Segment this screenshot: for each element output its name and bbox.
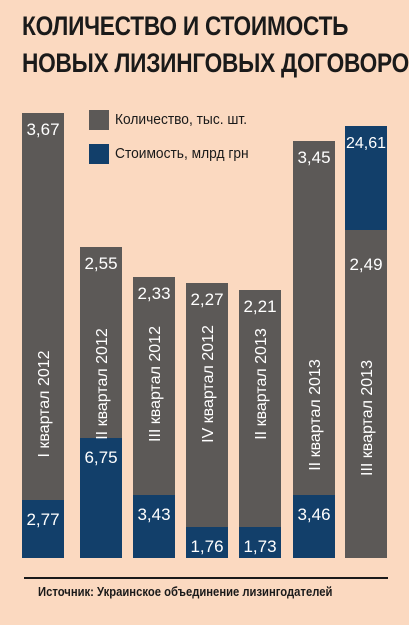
legend-swatch-count <box>89 110 109 130</box>
legend-item-count: Количество, тыс. шт. <box>89 103 256 137</box>
bar-count-5 <box>293 141 335 495</box>
label-value-1: 6,75 <box>84 448 117 467</box>
legend-item-value: Стоимость, млрд грн <box>89 137 256 171</box>
legend-label-count: Количество, тыс. шт. <box>115 112 248 128</box>
label-count-0: 3,67 <box>26 120 59 139</box>
label-count-1: 2,55 <box>84 254 117 273</box>
category-label-6: III квартал 2013 <box>359 360 376 476</box>
bar-value-0 <box>22 500 64 558</box>
label-value-4: 1,73 <box>243 537 276 556</box>
category-label-5: II квартал 2013 <box>307 359 324 471</box>
bar-value-1 <box>80 438 122 558</box>
legend-swatch-value <box>89 144 109 164</box>
label-value-0: 2,77 <box>26 510 59 529</box>
label-count-6: 2,49 <box>349 255 382 274</box>
footer-divider <box>24 577 388 579</box>
bar-count-1 <box>80 247 122 438</box>
source-note: Источник: Украинское объединение лизинго… <box>38 585 333 599</box>
category-label-1: II квартал 2012 <box>94 328 111 440</box>
category-label-0: I квартал 2012 <box>36 350 53 457</box>
label-value-3: 1,76 <box>190 537 223 556</box>
label-count-5: 3,45 <box>297 148 330 167</box>
chart-legend: Количество, тыс. шт. Стоимость, млрд грн <box>89 103 256 171</box>
bar-count-2 <box>133 277 175 495</box>
label-value-6: 24,61 <box>346 135 386 152</box>
legend-label-value: Стоимость, млрд грн <box>115 146 249 162</box>
category-label-3: IV квартал 2012 <box>200 325 217 443</box>
bar-count-6 <box>345 230 387 558</box>
label-value-2: 3,43 <box>137 505 170 524</box>
category-label-2: III квартал 2012 <box>147 326 164 442</box>
bar-value-5 <box>293 495 335 558</box>
bar-value-4 <box>239 527 281 558</box>
label-count-2: 2,33 <box>137 284 170 303</box>
label-value-5: 3,46 <box>297 505 330 524</box>
category-label-4: II квартал 2013 <box>253 328 270 440</box>
bar-count-0 <box>22 113 64 500</box>
label-count-3: 2,27 <box>190 290 223 309</box>
bar-value-2 <box>133 495 175 558</box>
bar-value-3 <box>186 527 228 558</box>
chart-title-line-1: КОЛИЧЕСТВО И СТОИМОСТЬ <box>22 11 349 41</box>
bar-count-4 <box>239 290 281 527</box>
label-count-4: 2,21 <box>243 297 276 316</box>
bar-count-3 <box>186 283 228 527</box>
bar-value-6 <box>345 126 387 230</box>
